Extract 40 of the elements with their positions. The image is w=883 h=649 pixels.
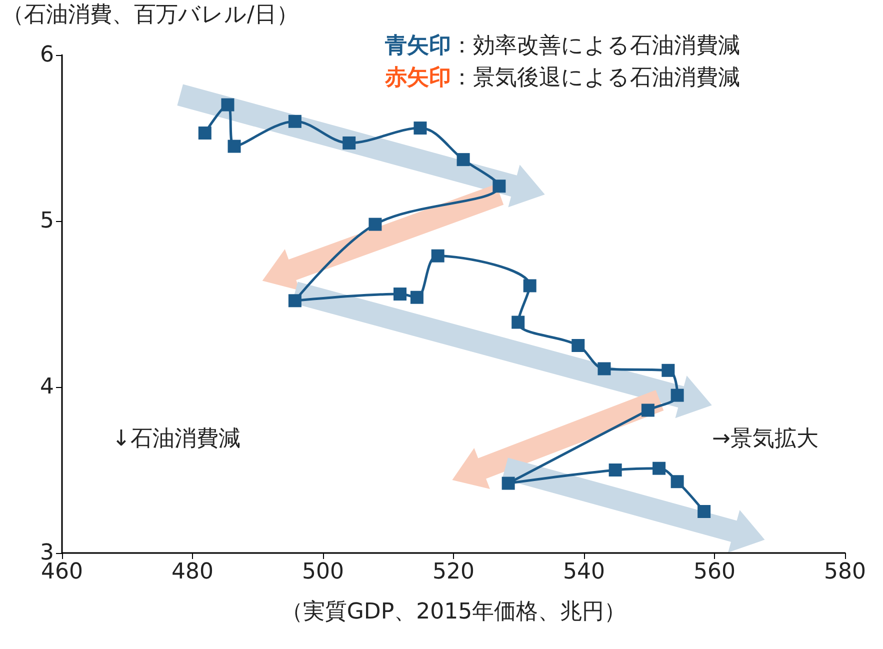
x-tick-label: 580	[824, 560, 866, 584]
point	[492, 180, 506, 193]
point	[662, 364, 675, 377]
point	[598, 362, 611, 376]
x-tick-label: 560	[694, 560, 736, 584]
y-axis-title: （石油消費、百万バレル/日）	[2, 2, 298, 28]
point	[641, 404, 654, 417]
point	[456, 153, 470, 166]
y-tick-label: 4	[40, 374, 54, 400]
point	[410, 290, 424, 304]
point	[572, 339, 585, 352]
point	[393, 288, 406, 301]
point	[288, 294, 302, 308]
point	[608, 464, 622, 476]
y-tick-label: 5	[40, 208, 54, 234]
x-tick-label: 540	[563, 560, 605, 584]
point	[198, 126, 212, 140]
annotation: 青矢印：効率改善による石油消費減	[384, 34, 740, 58]
point	[342, 136, 356, 150]
point	[698, 505, 711, 518]
annotation: 赤矢印：景気後退による石油消費減	[384, 66, 740, 90]
annotation: →景気拡大	[712, 426, 818, 452]
x-axis-title: （実質GDP、2015年価格、兆円）	[280, 600, 626, 624]
point	[414, 122, 427, 135]
point	[502, 476, 515, 490]
point	[652, 462, 666, 475]
point	[228, 140, 241, 153]
point	[670, 475, 684, 488]
x-tick-label: 500	[302, 560, 344, 584]
x-tick-label: 520	[432, 560, 474, 584]
point	[431, 249, 444, 262]
point	[512, 316, 525, 329]
x-tick-label: 480	[172, 560, 214, 584]
point	[523, 279, 536, 292]
point	[221, 98, 234, 112]
point	[288, 114, 302, 128]
point	[670, 388, 684, 402]
y-tick-label: 6	[40, 42, 54, 68]
point	[368, 218, 382, 231]
annotation: ↓石油消費減	[112, 426, 240, 452]
